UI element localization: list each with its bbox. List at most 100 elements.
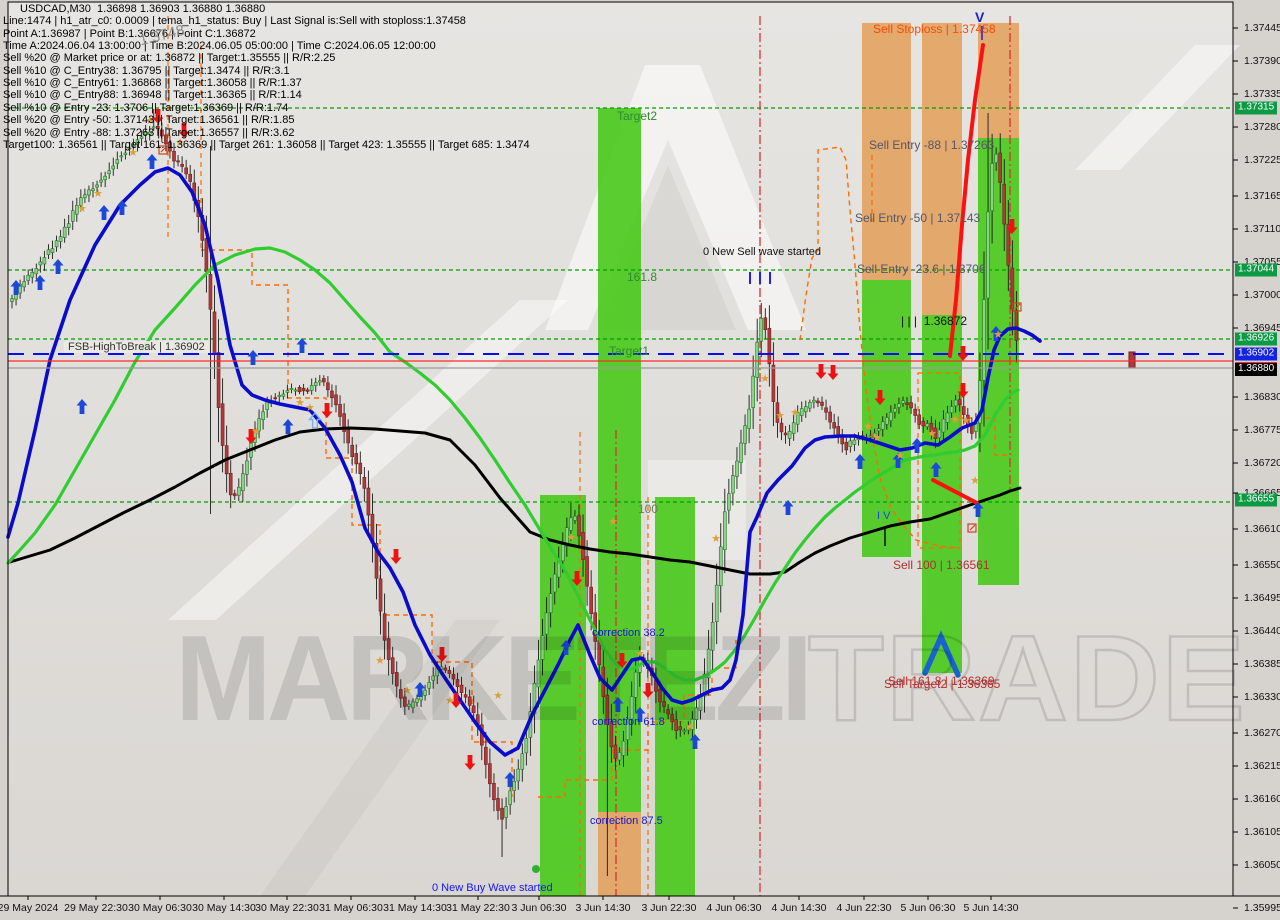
atr-stop-box[interactable] — [917, 372, 961, 549]
zigzag-up-line — [948, 43, 985, 358]
time-axis-label: 29 May 2024 — [0, 902, 59, 914]
signal-band-orange — [862, 23, 911, 280]
time-axis-label: 4 Jun 22:30 — [836, 902, 892, 914]
sell-arrow-icon — [152, 109, 164, 124]
star-marker-icon: ★ — [950, 414, 960, 426]
buy-arrow-icon — [782, 500, 794, 515]
signal-band-orange — [922, 23, 962, 315]
price-axis-label: 1.37335 — [1244, 88, 1280, 100]
price-tag-icon — [160, 146, 167, 153]
sell-arrow-icon — [957, 346, 969, 361]
signal-band-green — [922, 315, 962, 673]
buy-arrow-icon — [98, 205, 110, 220]
buy-arrow-icon — [911, 438, 923, 453]
time-axis-label: 31 May 22:30 — [446, 902, 510, 914]
sell-arrow-icon — [616, 653, 628, 668]
price-badge-1.37044: 1.37044 — [1235, 263, 1278, 277]
buy-arrow-icon — [247, 350, 259, 365]
time-axis-label: 5 Jun 14:30 — [963, 902, 1019, 914]
time-axis-label: 3 Jun 06:30 — [511, 902, 567, 914]
price-badge-1.36902: 1.36902 — [1235, 347, 1278, 361]
sell-arrow-icon — [874, 390, 886, 405]
star-marker-icon: ★ — [711, 533, 721, 545]
price-axis-label: 1.37445 — [1244, 22, 1280, 34]
price-axis-label: 1.36720 — [1244, 457, 1280, 469]
star-marker-icon: ★ — [77, 203, 87, 215]
zigzag-bottom-marker — [922, 630, 961, 678]
sell-arrow-icon — [827, 365, 839, 380]
price-axis-label: 1.36215 — [1244, 760, 1280, 772]
buy-arrow-icon — [116, 200, 128, 215]
price-axis-label: 1.37280 — [1244, 121, 1280, 133]
price-badge-1.36926: 1.36926 — [1235, 332, 1278, 346]
buy-arrow-icon — [634, 707, 646, 722]
time-axis-label: 29 May 22:30 — [64, 902, 128, 914]
price-axis-label: 1.36830 — [1244, 391, 1280, 403]
price-axis-label: 1.36440 — [1244, 625, 1280, 637]
sell-arrow-icon — [450, 693, 462, 708]
watermark-logo-shape — [168, 300, 568, 620]
time-axis-label: 4 Jun 14:30 — [771, 902, 827, 914]
star-marker-icon: ★ — [863, 421, 873, 433]
signal-band-green — [598, 108, 641, 812]
star-marker-icon: ★ — [566, 532, 576, 544]
time-axis-label: 3 Jun 22:30 — [641, 902, 697, 914]
price-axis-label: 1.36105 — [1244, 826, 1280, 838]
buy-arrow-icon — [504, 772, 516, 787]
buy-arrow-icon — [52, 259, 64, 274]
ma-medium-blue — [6, 166, 1042, 757]
star-marker-icon: ★ — [790, 407, 800, 419]
signal-band-orange — [598, 812, 641, 896]
price-axis-label: 1.37225 — [1244, 154, 1280, 166]
price-axis-label: 1.36610 — [1244, 523, 1280, 535]
price-tag-icon — [1012, 302, 1022, 312]
star-marker-icon: ★ — [128, 147, 138, 159]
sell-arrow-icon — [642, 683, 654, 698]
star-marker-icon: ★ — [445, 695, 455, 707]
price-tag-icon — [1014, 303, 1021, 310]
buy-arrow-icon — [10, 280, 22, 295]
buy-arrow-icon — [34, 275, 46, 290]
time-axis-label: 30 May 06:30 — [128, 902, 192, 914]
sell-arrow-icon — [245, 429, 257, 444]
price-badge-1.36880: 1.36880 — [1235, 362, 1278, 376]
star-marker-icon: ★ — [493, 690, 503, 702]
signal-band-orange — [978, 23, 1019, 138]
buy-arrow-icon — [892, 453, 904, 468]
price-axis-label: 1.36945 — [1244, 322, 1280, 334]
star-marker-icon: ★ — [775, 410, 785, 422]
star-marker-icon: ★ — [145, 115, 155, 127]
candlestick-series — [10, 109, 1019, 876]
buy-arrow-icon — [854, 454, 866, 469]
price-axis-label: 1.36665 — [1244, 487, 1280, 499]
price-badge-1.37315: 1.37315 — [1235, 101, 1278, 115]
buy-arrow-icon — [414, 682, 426, 697]
sell-arrow-icon — [321, 403, 333, 418]
sell-arrow-icon — [390, 549, 402, 564]
price-axis-label: 1.37000 — [1244, 289, 1280, 301]
buy-arrow-icon — [612, 697, 624, 712]
price-axis[interactable]: 1.37445 1.37390 1.37335 1.37280 1.37225 1.371… — [1235, 0, 1280, 914]
buy-arrow-icon — [560, 640, 572, 655]
buy-arrow-icon — [146, 154, 158, 169]
star-marker-icon: ★ — [970, 475, 980, 487]
price-axis-label: 1.37055 — [1244, 256, 1280, 268]
buy-arrow-icon — [689, 734, 701, 749]
buy-arrow-icon — [972, 502, 984, 517]
buy-arrow-icon — [282, 419, 294, 434]
time-axis[interactable]: 29 May 2024 29 May 22:30 30 May 06:30 30 Ma… — [0, 896, 1280, 920]
time-axis-label: 30 May 22:30 — [255, 902, 319, 914]
star-marker-icon: ★ — [93, 188, 103, 200]
sell-arrow-icon — [464, 755, 476, 770]
star-marker-icon: ★ — [175, 137, 185, 149]
price-axis-label: 1.36160 — [1244, 793, 1280, 805]
star-marker-icon: ★ — [685, 721, 695, 733]
trailing-stop-line — [201, 249, 513, 797]
sell-arrow-icon — [1006, 219, 1018, 234]
sell-arrow-icon — [957, 383, 969, 398]
sell-arrow-icon — [178, 123, 190, 138]
star-marker-icon: ★ — [295, 397, 305, 409]
price-axis-label: 1.37165 — [1244, 190, 1280, 202]
